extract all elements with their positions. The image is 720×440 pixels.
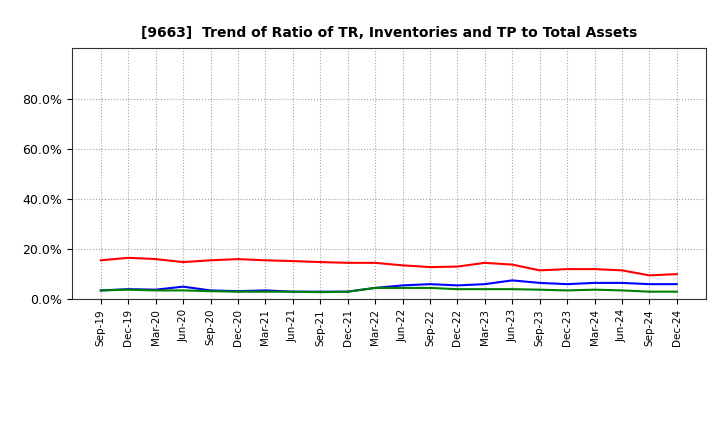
Trade Receivables: [508, 262, 516, 267]
Inventories: [233, 289, 242, 294]
Trade Payables: [453, 286, 462, 292]
Inventories: [453, 283, 462, 288]
Trade Payables: [233, 289, 242, 294]
Inventories: [371, 285, 379, 290]
Title: [9663]  Trend of Ratio of TR, Inventories and TP to Total Assets: [9663] Trend of Ratio of TR, Inventories…: [140, 26, 637, 40]
Trade Payables: [343, 289, 352, 294]
Trade Payables: [645, 289, 654, 294]
Trade Receivables: [289, 258, 297, 264]
Trade Receivables: [316, 260, 325, 265]
Trade Receivables: [672, 271, 681, 277]
Trade Payables: [124, 287, 132, 292]
Inventories: [672, 282, 681, 287]
Trade Payables: [590, 287, 599, 292]
Trade Receivables: [206, 258, 215, 263]
Inventories: [261, 288, 270, 293]
Trade Receivables: [645, 273, 654, 278]
Line: Trade Receivables: Trade Receivables: [101, 258, 677, 275]
Inventories: [289, 289, 297, 294]
Trade Receivables: [233, 257, 242, 262]
Trade Receivables: [371, 260, 379, 265]
Trade Payables: [316, 290, 325, 295]
Trade Payables: [618, 288, 626, 293]
Trade Payables: [672, 289, 681, 294]
Inventories: [426, 282, 434, 287]
Trade Receivables: [96, 258, 105, 263]
Trade Payables: [371, 285, 379, 290]
Inventories: [563, 282, 572, 287]
Trade Receivables: [536, 268, 544, 273]
Trade Receivables: [426, 264, 434, 270]
Trade Payables: [563, 288, 572, 293]
Inventories: [618, 280, 626, 286]
Trade Payables: [536, 287, 544, 292]
Trade Payables: [398, 285, 407, 290]
Inventories: [124, 286, 132, 292]
Trade Receivables: [261, 258, 270, 263]
Inventories: [343, 289, 352, 294]
Trade Payables: [480, 286, 489, 292]
Trade Payables: [96, 288, 105, 293]
Trade Receivables: [480, 260, 489, 265]
Inventories: [151, 287, 160, 292]
Trade Payables: [151, 288, 160, 293]
Inventories: [645, 282, 654, 287]
Legend: Trade Receivables, Inventories, Trade Payables: Trade Receivables, Inventories, Trade Pa…: [164, 436, 613, 440]
Trade Receivables: [124, 255, 132, 260]
Inventories: [96, 288, 105, 293]
Trade Receivables: [179, 260, 187, 265]
Trade Receivables: [343, 260, 352, 265]
Inventories: [179, 284, 187, 290]
Trade Payables: [508, 286, 516, 292]
Trade Receivables: [398, 263, 407, 268]
Trade Receivables: [590, 267, 599, 272]
Trade Payables: [426, 285, 434, 290]
Trade Payables: [289, 289, 297, 294]
Trade Receivables: [563, 267, 572, 272]
Inventories: [590, 280, 599, 286]
Inventories: [536, 280, 544, 286]
Trade Receivables: [151, 257, 160, 262]
Trade Payables: [206, 289, 215, 294]
Inventories: [206, 288, 215, 293]
Trade Payables: [179, 288, 187, 293]
Inventories: [508, 278, 516, 283]
Inventories: [480, 282, 489, 287]
Trade Payables: [261, 289, 270, 294]
Inventories: [316, 289, 325, 294]
Line: Trade Payables: Trade Payables: [101, 288, 677, 292]
Line: Inventories: Inventories: [101, 280, 677, 292]
Trade Receivables: [453, 264, 462, 269]
Inventories: [398, 283, 407, 288]
Trade Receivables: [618, 268, 626, 273]
